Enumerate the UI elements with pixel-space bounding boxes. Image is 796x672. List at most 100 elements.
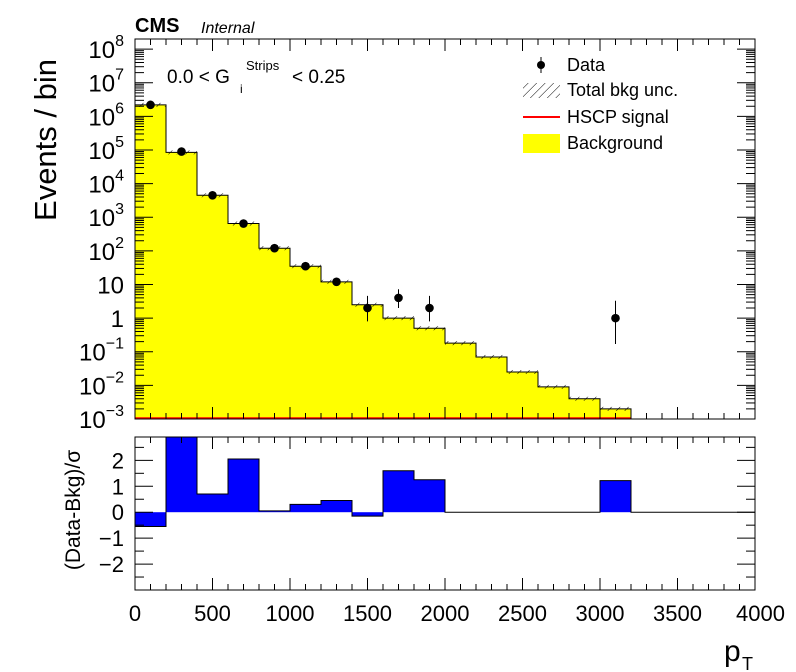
background-bin [476, 356, 507, 419]
x-tick-label: 1500 [343, 601, 392, 626]
region-annotation: 0.0 < G i Strips < 0.25 [167, 58, 345, 96]
annotation-prefix: 0.0 < G [167, 67, 230, 88]
legend-hatch-swatch [523, 83, 560, 98]
legend-label-data: Data [567, 55, 606, 75]
x-axis-title-main: p [724, 635, 741, 668]
x-tick-label: 2000 [421, 601, 470, 626]
status-label: Internal [201, 20, 255, 37]
background-bin [445, 343, 476, 419]
y-tick-label: 103 [88, 201, 124, 232]
y-tick-label: 10−3 [79, 403, 124, 434]
ratio-histogram [135, 437, 755, 527]
y-tick-label: 106 [88, 100, 124, 131]
bkg-uncertainty-band [569, 396, 600, 401]
background-bin [228, 223, 259, 419]
ratio-bin [383, 470, 414, 513]
data-point [208, 190, 217, 200]
x-tick-label: 3500 [653, 601, 702, 626]
x-tick-label: 500 [194, 601, 231, 626]
data-point [611, 313, 620, 323]
annotation-suffix: < 0.25 [292, 67, 345, 88]
data-points [146, 100, 620, 345]
main-y-ticks [135, 38, 755, 420]
bkg-uncertainty-band [414, 326, 445, 331]
y-tick-label: 105 [88, 134, 124, 165]
bkg-uncertainty-band [538, 384, 569, 389]
annotation-superscript: Strips [246, 58, 280, 73]
bkg-uncertainty-band [383, 316, 414, 321]
y-tick-label: 10−2 [79, 369, 124, 400]
annotation-subscript: i [240, 82, 243, 96]
legend-item-signal: HSCP signal [523, 107, 669, 127]
ratio-bin [321, 500, 352, 513]
background-bin [414, 328, 445, 419]
x-axis-title-subscript: T [742, 654, 753, 672]
bkg-uncertainty-band [445, 341, 476, 346]
y-tick-label: 10 [97, 272, 124, 299]
data-point [363, 303, 372, 313]
y-tick-label: 104 [88, 168, 124, 199]
bkg-uncertainty-band [600, 406, 631, 411]
data-point [394, 293, 403, 303]
background-histogram [135, 102, 632, 419]
ratio-y-tick-label: 0 [112, 500, 124, 525]
background-bin [166, 152, 197, 419]
ratio-y-tick-label: 1 [112, 474, 124, 499]
ratio-bin [600, 480, 631, 513]
ratio-bin [414, 479, 445, 513]
x-tick-label: 2500 [498, 601, 547, 626]
background-bin [569, 398, 600, 419]
y-tick-label: 1 [111, 306, 124, 333]
ratio-bin [166, 437, 197, 513]
legend-item-background: Background [523, 133, 663, 153]
ratio-bin [259, 510, 290, 513]
ratio-y-ticks [135, 446, 755, 591]
ratio-bin [352, 512, 383, 517]
ratio-y-tick-label: −1 [99, 526, 124, 551]
data-point [332, 277, 341, 287]
legend-item-data: Data [537, 55, 606, 75]
x-tick-label: 4000 [736, 601, 785, 626]
main-x-ticks [134, 39, 756, 419]
x-tick-labels: 0 500 1000 1500 2000 2500 3000 3500 4000 [129, 601, 785, 626]
legend-data-marker [537, 61, 545, 69]
x-tick-label: 3000 [576, 601, 625, 626]
data-point [425, 303, 434, 313]
background-bin [321, 281, 352, 419]
background-bin [383, 318, 414, 419]
y-tick-label: 107 [88, 67, 124, 98]
ratio-bin [135, 512, 166, 527]
data-point [146, 100, 155, 110]
data-point [270, 243, 279, 253]
background-bin [352, 304, 383, 419]
experiment-label: CMS [135, 15, 179, 37]
bkg-uncertainty-band [507, 369, 538, 374]
data-point [177, 147, 186, 156]
data-point [239, 219, 248, 228]
legend-label-bkg-unc: Total bkg unc. [567, 80, 678, 100]
ratio-bin [197, 494, 228, 513]
ratio-y-tick-label: −2 [99, 552, 124, 577]
legend-label-signal: HSCP signal [567, 107, 669, 127]
x-axis-title: p T [724, 635, 753, 672]
main-y-axis-title: Events / bin [28, 59, 63, 221]
background-bin [197, 195, 228, 419]
ratio-y-axis-title: (Data-Bkg)/σ [62, 450, 85, 570]
background-bin [290, 266, 321, 419]
legend-label-background: Background [567, 133, 663, 153]
y-tick-label: 10−1 [79, 336, 124, 367]
ratio-bin [290, 504, 321, 513]
background-bin [259, 248, 290, 419]
x-tick-label: 0 [129, 601, 141, 626]
ratio-y-tick-label: 2 [112, 448, 124, 473]
legend-background-swatch [523, 134, 560, 153]
bkg-uncertainty-band [476, 354, 507, 359]
ratio-outline [135, 437, 755, 527]
ratio-bin [228, 459, 259, 513]
legend: Data Total bkg unc. HSCP signal Backgrou… [523, 55, 678, 153]
ratio-x-ticks [134, 437, 756, 590]
y-tick-label: 108 [88, 33, 124, 64]
